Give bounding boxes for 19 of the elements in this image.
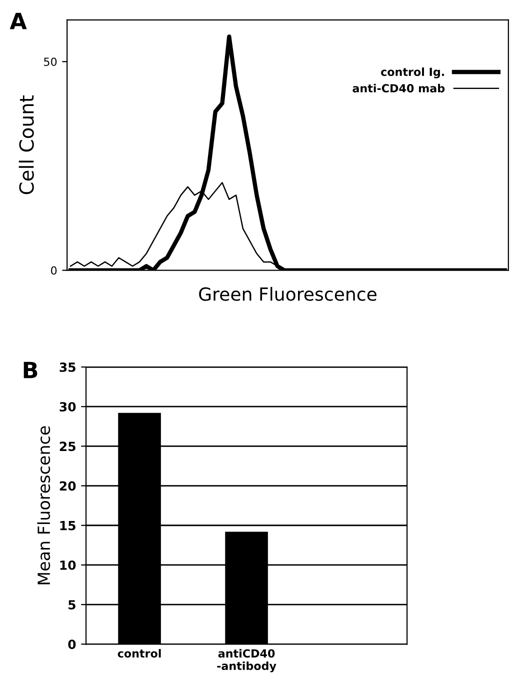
y-tick-label: 5 xyxy=(68,600,76,610)
chart-title: B xyxy=(24,362,38,378)
y-tick-label: 10 xyxy=(60,560,76,570)
legend-label: control Ig. xyxy=(381,67,444,78)
x-axis-title: Green Fluorescence xyxy=(199,286,376,301)
y-tick-label: 0 xyxy=(68,640,76,650)
y-axis-title: Cell Count xyxy=(18,95,34,194)
y-tick-label: 25 xyxy=(60,442,76,452)
x-tick-label: antiCD40 -antibody xyxy=(217,649,276,672)
y-tick-label: 30 xyxy=(60,402,76,412)
y-tick-label: 20 xyxy=(60,481,76,491)
chart-title: A xyxy=(10,12,27,30)
y-tick-label: 0 xyxy=(51,266,57,275)
x-tick-label: control xyxy=(118,649,161,658)
y-tick-label: 35 xyxy=(60,362,76,372)
y-tick-label: 50 xyxy=(44,58,57,66)
y-axis-title: Mean Fluorescence xyxy=(37,426,50,584)
legend-label: anti-CD40 mab xyxy=(352,84,445,92)
y-tick-label: 15 xyxy=(60,521,76,530)
